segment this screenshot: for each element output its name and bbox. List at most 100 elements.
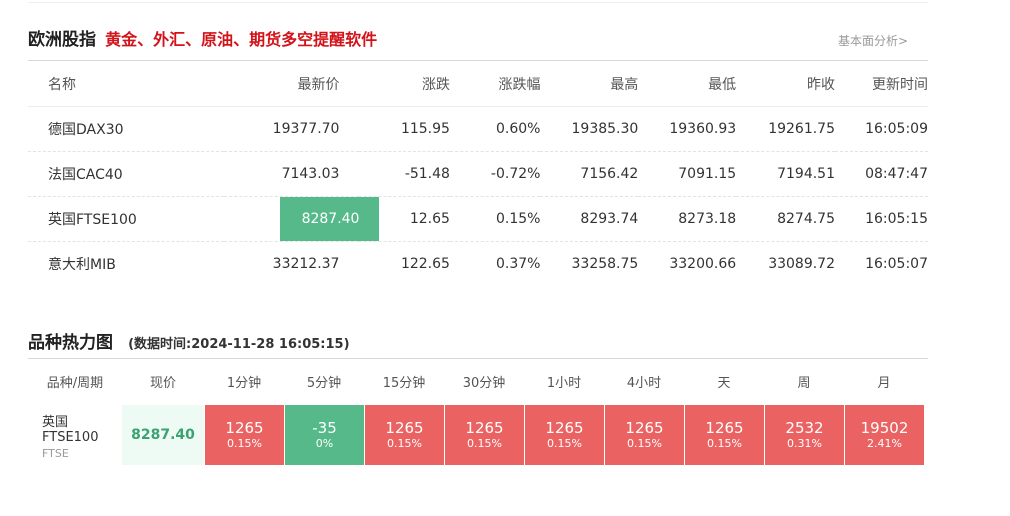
heat-value: -35 <box>312 419 337 437</box>
prev-close: 19261.75 <box>736 106 835 152</box>
table-row[interactable]: 意大利MIB 33212.37 122.65 0.37% 33258.75 33… <box>28 242 928 287</box>
heat-cell-1h: 1265 0.15% <box>525 405 604 465</box>
heat-cell-week: 2532 0.31% <box>765 405 844 465</box>
heat-cell-4h: 1265 0.15% <box>605 405 684 465</box>
promo-link[interactable]: 黄金、外汇、原油、期货多空提醒软件 <box>105 30 378 49</box>
section-divider <box>28 358 928 359</box>
low: 19360.93 <box>638 106 737 152</box>
heat-percent: 0.15% <box>227 437 262 450</box>
latest-price-highlight: 8287.40 <box>280 197 380 241</box>
table-header-row: 名称 最新价 涨跌 涨跌幅 最高 最低 昨收 更新时间 <box>28 61 928 107</box>
heat-percent: 0.15% <box>387 437 422 450</box>
heatmap-column-header: 5分钟 <box>306 376 342 391</box>
heatmap-column-header: 月 <box>877 376 891 391</box>
fundamental-analysis-link[interactable]: 基本面分析> <box>837 34 908 48</box>
update-time: 16:05:07 <box>865 256 928 272</box>
high: 19385.30 <box>540 106 639 152</box>
latest-price: 33212.37 <box>272 256 340 272</box>
heatmap-row[interactable]: 英国FTSE100 FTSE 8287.40 1265 0.15% -35 0%… <box>28 405 928 465</box>
heatmap-column-header: 现价 <box>149 376 176 391</box>
section-header-european-indices: 欧洲股指 黄金、外汇、原油、期货多空提醒软件 基本面分析> <box>28 30 928 50</box>
latest-price: 7143.03 <box>223 151 360 197</box>
heatmap-column-header: 天 <box>717 376 731 391</box>
column-header: 名称 <box>28 61 224 107</box>
heatmap-header-row: 品种/周期 现价 1分钟 5分钟 15分钟 30分钟 1小时 4小时 天 周 月 <box>28 359 928 404</box>
index-name[interactable]: 英国FTSE100 <box>28 196 224 242</box>
heat-cell-day: 1265 0.15% <box>685 405 764 465</box>
change: 122.65 <box>400 256 450 272</box>
heatmap-column-header: 品种/周期 <box>46 376 104 391</box>
update-time: 16:05:15 <box>835 196 928 242</box>
update-time: 08:47:47 <box>835 151 928 197</box>
section-title: 欧洲股指 <box>28 30 96 50</box>
heat-value: 1265 <box>625 419 664 437</box>
heat-percent: 0.15% <box>467 437 502 450</box>
current-price: 8287.40 <box>122 405 204 465</box>
prev-close: 8274.75 <box>736 196 835 242</box>
low: 8273.18 <box>638 196 737 242</box>
heat-percent: 0% <box>315 437 334 450</box>
column-header: 涨跌 <box>359 61 450 107</box>
top-divider <box>28 2 928 3</box>
heatmap-column-header: 1分钟 <box>226 376 262 391</box>
table-row[interactable]: 英国FTSE100 8287.40 12.65 0.15% 8293.74 82… <box>28 196 928 242</box>
heat-value: 1265 <box>545 419 584 437</box>
change-percent: 0.37% <box>495 256 541 272</box>
heat-value: 1265 <box>225 419 264 437</box>
heat-cell-5min: -35 0% <box>285 405 364 465</box>
heat-percent: 2.41% <box>867 437 902 450</box>
low: 7091.15 <box>638 151 737 197</box>
latest-price-cell: 8287.40 <box>223 196 380 242</box>
table-row[interactable]: 德国DAX30 19377.70 115.95 0.60% 19385.30 1… <box>28 106 928 152</box>
low: 33200.66 <box>669 256 737 272</box>
update-time: 16:05:09 <box>835 106 928 152</box>
heatmap-title: 品种热力图 <box>28 333 113 353</box>
heatmap-column-header: 15分钟 <box>382 376 426 391</box>
heat-value: 1265 <box>465 419 504 437</box>
section-header-heatmap: 品种热力图 (数据时间:2024-11-28 16:05:15) <box>28 328 350 353</box>
index-name[interactable]: 德国DAX30 <box>28 106 224 152</box>
high: 7156.42 <box>540 151 639 197</box>
index-name[interactable]: 法国CAC40 <box>28 151 224 197</box>
heatmap-column-header: 4小时 <box>626 376 662 391</box>
column-header: 最新价 <box>223 61 360 107</box>
column-header: 更新时间 <box>835 61 928 107</box>
column-header: 涨跌幅 <box>449 61 541 107</box>
heat-value: 1265 <box>385 419 424 437</box>
heat-value: 19502 <box>860 419 909 437</box>
high: 8293.74 <box>540 196 639 242</box>
column-header: 昨收 <box>736 61 835 107</box>
heatmap-column-header: 1小时 <box>546 376 582 391</box>
heat-cell-1min: 1265 0.15% <box>205 405 284 465</box>
heat-percent: 0.15% <box>707 437 742 450</box>
index-name[interactable]: 意大利MIB <box>48 257 116 273</box>
change-percent: -0.72% <box>449 151 541 197</box>
heat-percent: 0.15% <box>627 437 662 450</box>
change-percent: 0.60% <box>449 106 541 152</box>
section-divider <box>28 60 928 61</box>
heat-value: 2532 <box>785 419 824 437</box>
heat-percent: 0.31% <box>787 437 822 450</box>
symbol-name: 英国FTSE100 <box>42 414 99 445</box>
heat-cell-30min: 1265 0.15% <box>445 405 524 465</box>
prev-close: 33089.72 <box>768 256 835 272</box>
prev-close: 7194.51 <box>736 151 835 197</box>
change: -51.48 <box>359 151 450 197</box>
symbol-code: FTSE <box>42 446 69 460</box>
heat-value: 1265 <box>705 419 744 437</box>
table-row[interactable]: 法国CAC40 7143.03 -51.48 -0.72% 7156.42 70… <box>28 151 928 197</box>
heat-cell-month: 19502 2.41% <box>845 405 924 465</box>
heat-cell-15min: 1265 0.15% <box>365 405 444 465</box>
change: 115.95 <box>359 106 450 152</box>
index-table: 名称 最新价 涨跌 涨跌幅 最高 最低 昨收 更新时间 德国DAX30 1937… <box>28 61 928 286</box>
heatmap-symbol[interactable]: 英国FTSE100 FTSE <box>28 405 122 465</box>
high: 33258.75 <box>571 256 639 272</box>
heatmap-column-header: 周 <box>797 376 811 391</box>
column-header: 最低 <box>638 61 737 107</box>
data-timestamp: (数据时间:2024-11-28 16:05:15) <box>128 337 350 352</box>
heatmap-column-header: 30分钟 <box>462 376 506 391</box>
column-header: 最高 <box>540 61 639 107</box>
latest-price: 19377.70 <box>223 106 360 152</box>
heat-percent: 0.15% <box>547 437 582 450</box>
change-percent: 0.15% <box>449 196 541 242</box>
